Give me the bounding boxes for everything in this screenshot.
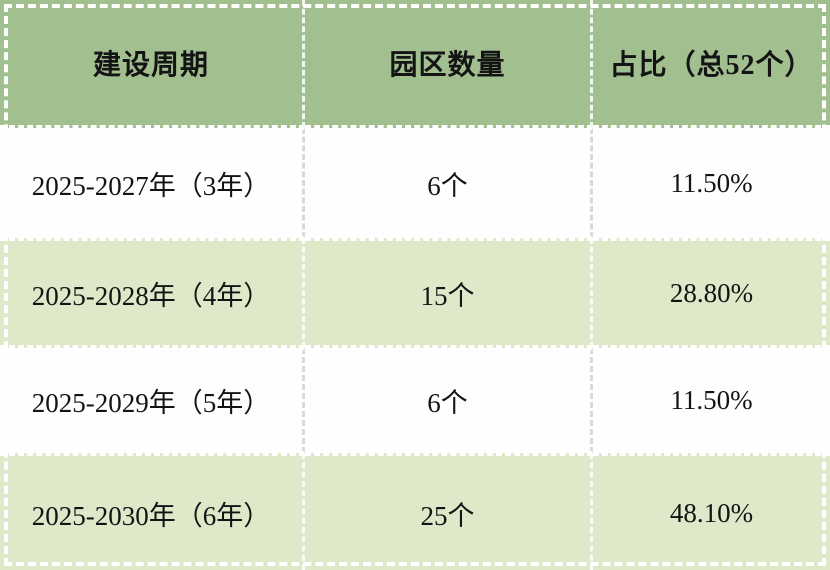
cell-period: 2025-2029年（5年）	[0, 348, 305, 453]
cell-period: 2025-2028年（4年）	[0, 238, 305, 348]
cell-period: 2025-2027年（3年）	[0, 128, 305, 238]
table-row: 2025-2027年（3年） 6个 11.50%	[0, 128, 830, 238]
cell-period: 2025-2030年（6年）	[0, 453, 305, 570]
cell-count: 6个	[305, 128, 593, 238]
cell-share: 11.50%	[593, 128, 830, 238]
cell-count: 25个	[305, 453, 593, 570]
cell-share: 11.50%	[593, 348, 830, 453]
table-row: 2025-2030年（6年） 25个 48.10%	[0, 453, 830, 570]
table-row: 2025-2029年（5年） 6个 11.50%	[0, 348, 830, 453]
cell-share: 28.80%	[593, 238, 830, 348]
col-header-period: 建设周期	[0, 0, 305, 128]
cell-share: 48.10%	[593, 453, 830, 570]
table-row: 2025-2028年（4年） 15个 28.80%	[0, 238, 830, 348]
cell-count: 6个	[305, 348, 593, 453]
cell-count: 15个	[305, 238, 593, 348]
header-row: 建设周期 园区数量 占比（总52个）	[0, 0, 830, 128]
col-header-share: 占比（总52个）	[593, 0, 830, 128]
col-header-count: 园区数量	[305, 0, 593, 128]
